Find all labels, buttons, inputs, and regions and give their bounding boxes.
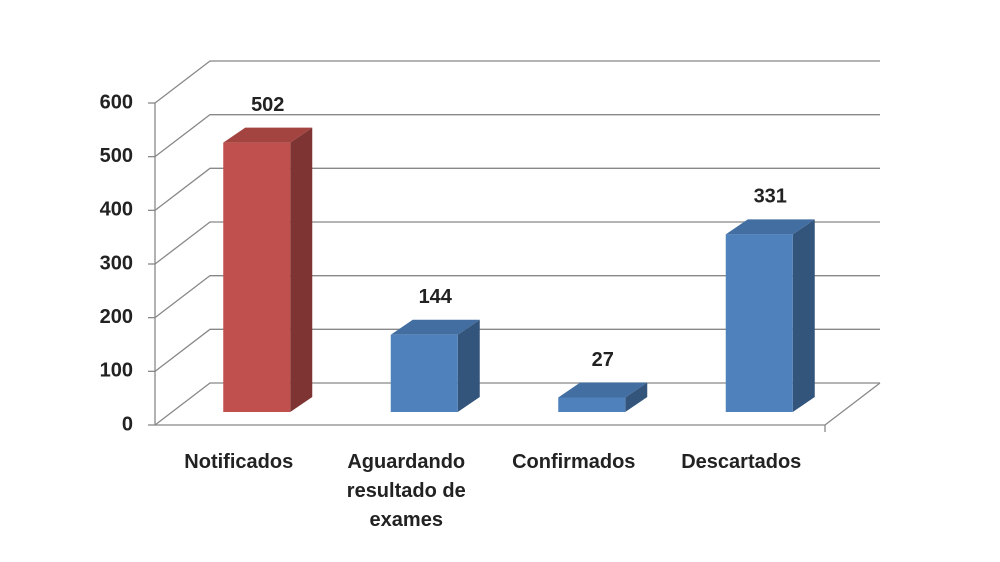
bar-side	[792, 219, 815, 412]
bar-side	[290, 127, 313, 413]
y-tick-label: 0	[122, 413, 133, 435]
bar-front	[390, 334, 458, 412]
y-tick-label: 600	[100, 91, 133, 113]
bar-top	[725, 219, 815, 235]
grid-line	[154, 60, 880, 104]
grid-line	[154, 114, 880, 158]
bar-front	[223, 142, 291, 413]
bar	[725, 219, 815, 412]
x-tick-label: Confirmados	[512, 451, 636, 473]
x-tick-label: Notificados	[184, 451, 294, 473]
bar	[223, 127, 313, 413]
bar-side	[457, 319, 480, 412]
bar-top	[558, 382, 648, 398]
y-tick-label: 100	[100, 360, 133, 382]
grid-line	[154, 328, 880, 372]
bar	[390, 319, 480, 412]
bar-side	[625, 382, 648, 412]
grid-line	[154, 275, 880, 319]
grid-line	[154, 167, 880, 211]
bar-top	[390, 319, 480, 335]
grid-line	[154, 221, 880, 265]
y-tick-label: 200	[100, 306, 133, 328]
bar-front	[558, 397, 626, 412]
bar-front	[725, 234, 793, 412]
value-label: 502	[251, 94, 284, 116]
bar	[558, 382, 648, 412]
y-tick-label: 500	[100, 145, 133, 167]
y-tick-label: 400	[100, 199, 133, 221]
value-label: 331	[754, 186, 787, 208]
grid-line	[154, 382, 880, 426]
value-label: 144	[419, 286, 453, 308]
value-label: 27	[592, 349, 614, 371]
x-tick-label: Aguardando resultado de exames	[346, 451, 466, 531]
y-tick-label: 300	[100, 252, 133, 274]
x-tick-label: Descartados	[681, 451, 802, 473]
bar-top	[223, 127, 313, 143]
